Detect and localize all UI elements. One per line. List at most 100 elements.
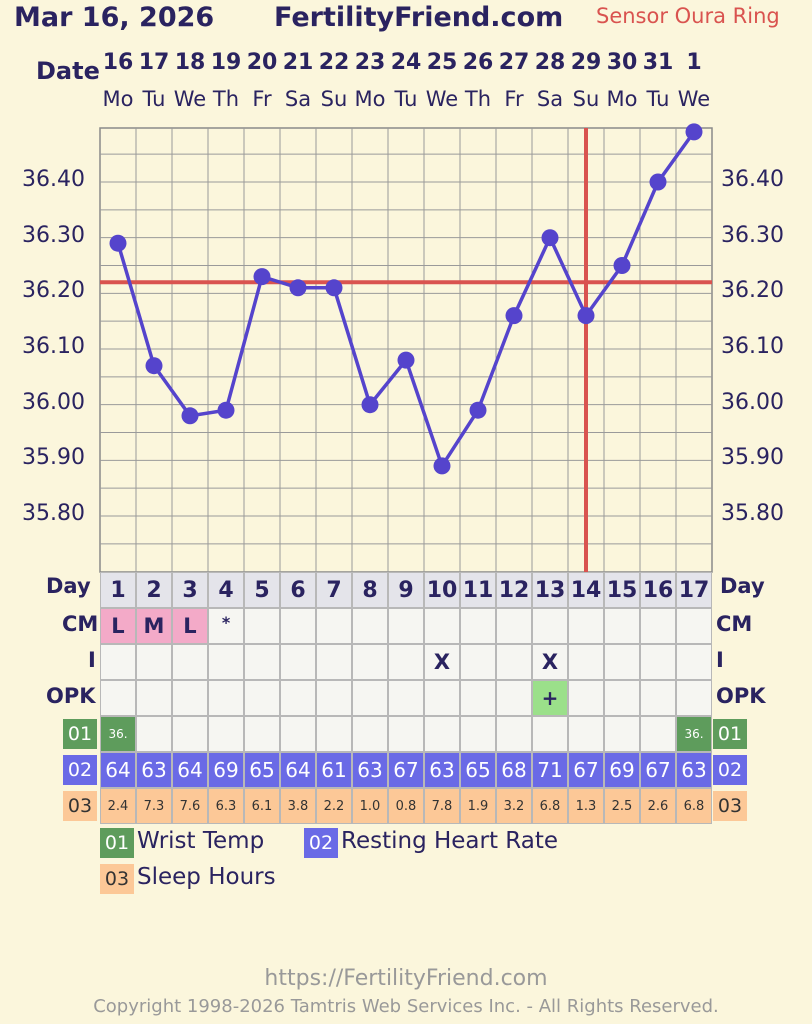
date-number: 22 xyxy=(318,50,350,75)
weekday-label: We xyxy=(425,87,459,111)
resting-hr-cell: 63 xyxy=(136,752,172,788)
sleep-hours-cell: 2.5 xyxy=(604,788,640,824)
cm-row-label-right: CM xyxy=(716,612,753,636)
weekday-label: Sa xyxy=(536,87,564,111)
opk-cell xyxy=(496,680,532,716)
rhr-row-badge-right: 02 xyxy=(713,755,747,785)
wrist-temp-cell xyxy=(136,716,172,752)
cm-cell xyxy=(388,608,424,644)
date-number: 1 xyxy=(686,50,702,75)
opk-cell xyxy=(640,680,676,716)
wrist-temp-cell xyxy=(460,716,496,752)
intercourse-cell xyxy=(100,644,136,680)
cm-row-label-left: CM xyxy=(62,612,99,636)
date-number: 28 xyxy=(534,50,566,75)
opk-cell xyxy=(676,680,712,716)
y-tick-label-left: 36.00 xyxy=(22,389,85,415)
wrist-row-badge-right: 01 xyxy=(713,719,747,749)
weekday-label: Mo xyxy=(606,87,638,111)
wrist-temp-cell xyxy=(244,716,280,752)
resting-hr-cell: 65 xyxy=(460,752,496,788)
opk-cell xyxy=(136,680,172,716)
day-row-label-left: Day xyxy=(46,574,91,598)
temperature-point xyxy=(109,234,127,252)
intercourse-cell xyxy=(172,644,208,680)
y-tick-label-left: 35.90 xyxy=(22,445,85,471)
intercourse-cell xyxy=(316,644,352,680)
legend-wrist-label: Wrist Temp xyxy=(137,828,265,854)
date-number: 27 xyxy=(498,50,530,75)
cycle-day-cell: 14 xyxy=(568,572,604,608)
temperature-point xyxy=(505,307,523,325)
resting-hr-cell: 61 xyxy=(316,752,352,788)
weekday-label: Th xyxy=(464,87,492,111)
resting-hr-cell: 64 xyxy=(100,752,136,788)
rhr-row-badge-left: 02 xyxy=(63,755,97,785)
cm-cell xyxy=(460,608,496,644)
cm-cell: L xyxy=(172,608,208,644)
wrist-temp-cell xyxy=(640,716,676,752)
cm-cell xyxy=(640,608,676,644)
temperature-point xyxy=(397,351,415,369)
date-number: 24 xyxy=(390,50,422,75)
footer-url-link[interactable]: https://FertilityFriend.com xyxy=(264,966,548,991)
y-tick-label-left: 36.30 xyxy=(22,222,85,248)
temperature-point xyxy=(145,357,163,375)
intercourse-cell xyxy=(640,644,676,680)
temperature-point xyxy=(217,401,235,419)
y-tick-label-right: 36.20 xyxy=(721,278,784,304)
cycle-day-cell: 7 xyxy=(316,572,352,608)
resting-hr-cell: 64 xyxy=(172,752,208,788)
cm-cell xyxy=(676,608,712,644)
opk-cell xyxy=(208,680,244,716)
intercourse-cell xyxy=(676,644,712,680)
wrist-temp-cell xyxy=(604,716,640,752)
opk-cell: + xyxy=(532,680,568,716)
wrist-temp-cell xyxy=(424,716,460,752)
cm-cell xyxy=(316,608,352,644)
y-tick-label-right: 36.10 xyxy=(721,334,784,359)
sleep-hours-cell: 6.3 xyxy=(208,788,244,824)
wrist-temp-cell: 36. xyxy=(100,716,136,752)
temperature-point xyxy=(253,268,271,286)
weekday-label: We xyxy=(173,87,207,111)
sleep-hours-cell: 6.8 xyxy=(532,788,568,824)
intercourse-row-label-left: I xyxy=(88,648,96,672)
weekday-label: Tu xyxy=(646,87,670,111)
opk-row-label-right: OPK xyxy=(716,684,766,708)
cm-cell: M xyxy=(136,608,172,644)
sleep-hours-cell: 7.6 xyxy=(172,788,208,824)
temperature-point xyxy=(649,173,667,191)
site-name: FertilityFriend.com xyxy=(274,2,564,33)
legend-wrist-badge: 01 xyxy=(100,828,134,858)
temperature-point xyxy=(361,396,379,414)
cycle-day-cell: 5 xyxy=(244,572,280,608)
y-tick-label-right: 36.30 xyxy=(721,222,784,248)
wrist-temp-cell xyxy=(496,716,532,752)
sleep-row-badge-right: 03 xyxy=(713,791,747,821)
date-number: 20 xyxy=(246,50,278,75)
opk-cell xyxy=(100,680,136,716)
y-tick-label-right: 36.00 xyxy=(721,389,784,415)
weekday-label: Mo xyxy=(102,87,134,111)
resting-hr-cell: 69 xyxy=(604,752,640,788)
resting-hr-cell: 63 xyxy=(676,752,712,788)
intercourse-cell xyxy=(244,644,280,680)
weekday-label: Tu xyxy=(142,87,166,111)
legend-rhr-badge: 02 xyxy=(304,828,338,858)
intercourse-cell xyxy=(568,644,604,680)
legend-rhr-label: Resting Heart Rate xyxy=(341,828,559,854)
wrist-temp-cell xyxy=(352,716,388,752)
temperature-point xyxy=(577,307,595,325)
cycle-day-cell: 16 xyxy=(640,572,676,608)
intercourse-cell xyxy=(388,644,424,680)
temperature-point xyxy=(433,457,451,475)
intercourse-cell: X xyxy=(532,644,568,680)
cm-cell: * xyxy=(208,608,244,644)
opk-row-label-left: OPK xyxy=(46,684,96,708)
sleep-hours-cell: 2.2 xyxy=(316,788,352,824)
intercourse-cell xyxy=(208,644,244,680)
intercourse-cell xyxy=(136,644,172,680)
wrist-temp-cell xyxy=(208,716,244,752)
weekday-label: Tu xyxy=(394,87,418,111)
